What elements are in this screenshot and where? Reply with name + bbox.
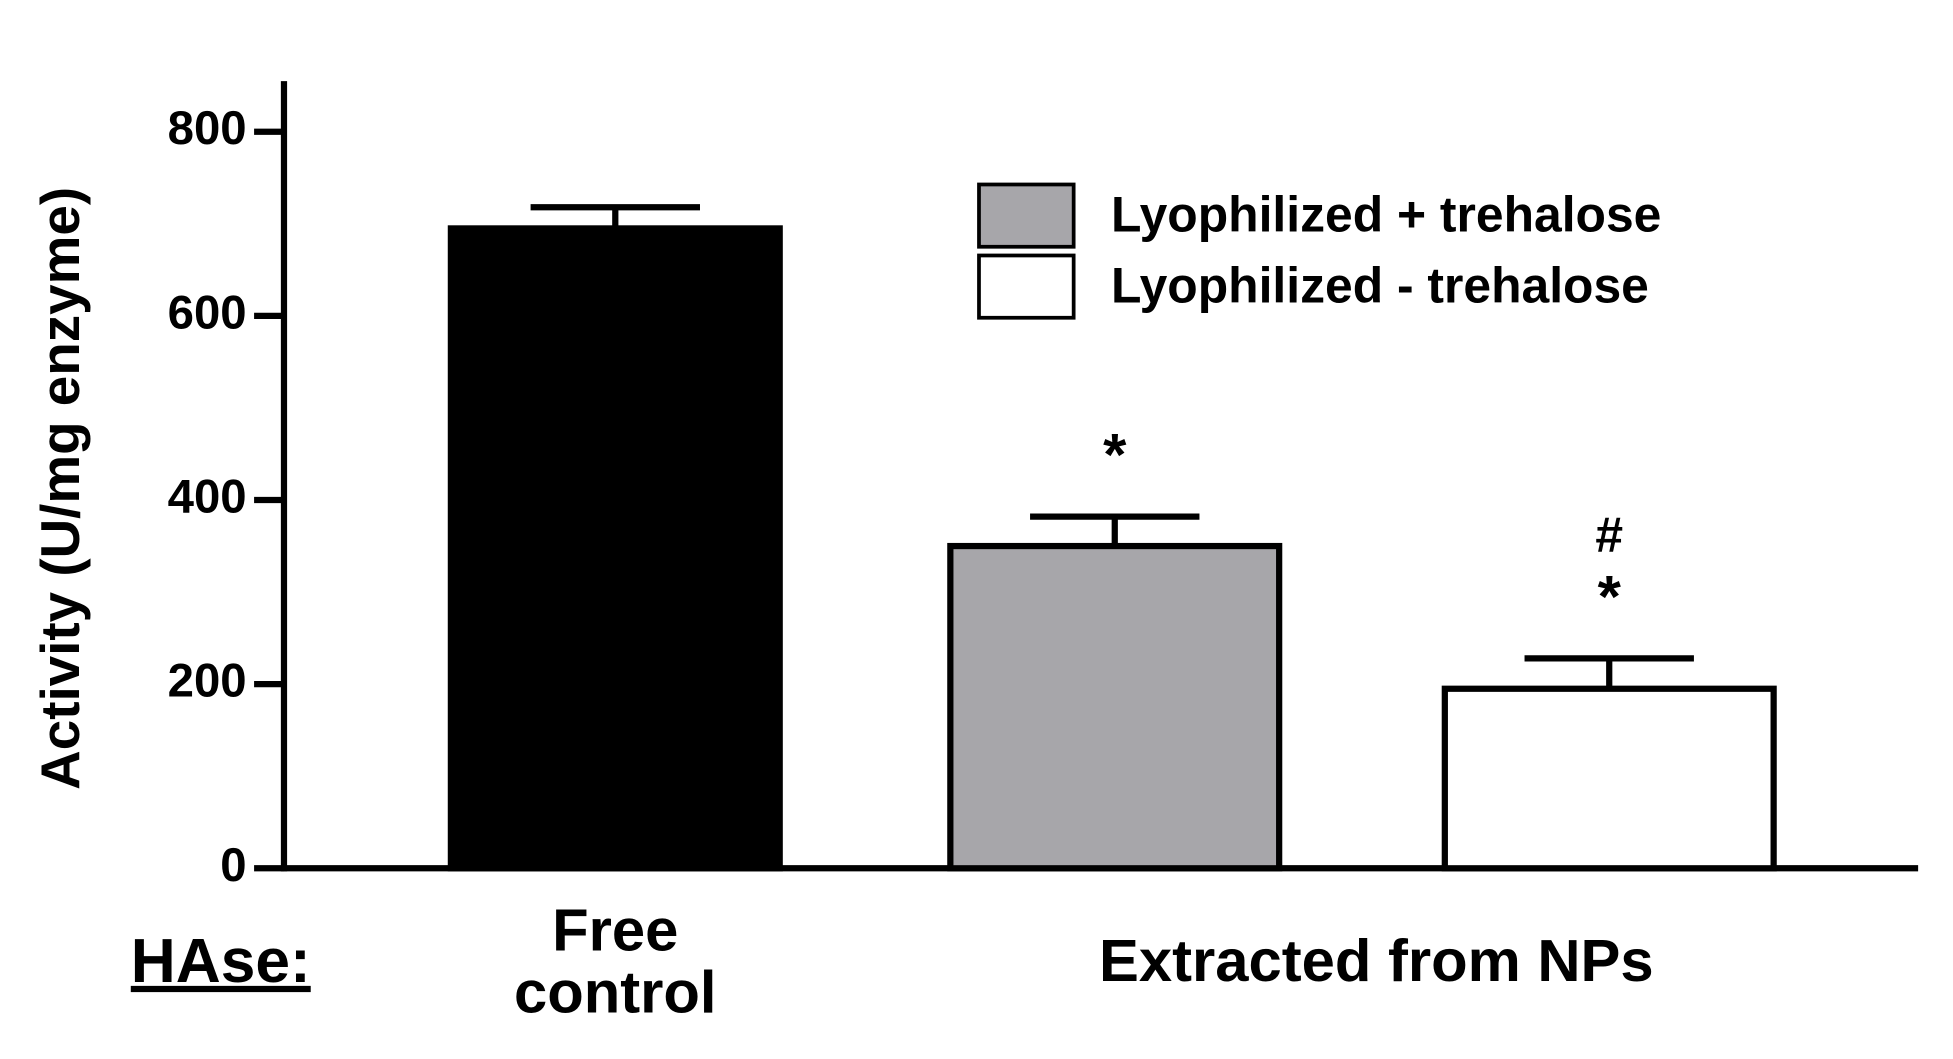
legend-label: Lyophilized - trehalose [1111, 257, 1649, 313]
y-tick-label: 400 [168, 471, 247, 524]
y-tick-label: 0 [220, 839, 246, 892]
significance-marker: * [1103, 421, 1127, 488]
y-axis-label: Activity (U/mg enzyme) [29, 187, 91, 790]
bar [1441, 685, 1777, 872]
x-prefix: HAse: [131, 927, 311, 996]
y-tick-label: 800 [168, 102, 247, 155]
significance-marker: # [1595, 507, 1623, 563]
legend-swatch [977, 182, 1076, 249]
bar [447, 225, 783, 872]
significance-marker: * [1598, 563, 1622, 630]
x-tick-label: Free control [514, 896, 717, 1025]
bar [947, 542, 1283, 872]
y-tick-label: 600 [168, 286, 247, 339]
legend-label: Lyophilized + trehalose [1111, 186, 1661, 242]
y-tick-label: 200 [168, 655, 247, 708]
group-label: Extracted from NPs [1099, 927, 1654, 994]
legend-swatch [977, 253, 1076, 320]
